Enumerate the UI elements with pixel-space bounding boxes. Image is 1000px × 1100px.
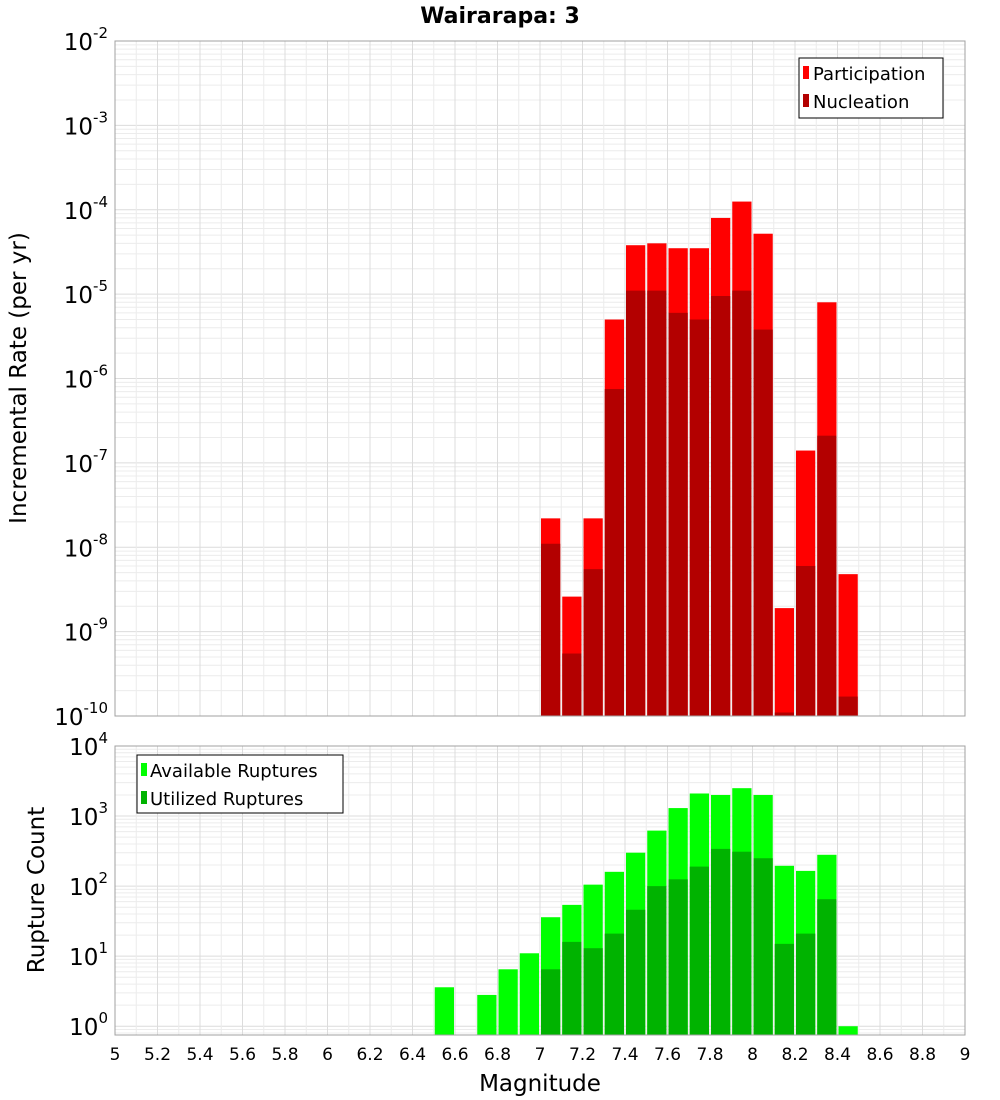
count-bar-s2 [541, 969, 561, 1035]
count-bar-s2 [753, 858, 773, 1035]
rate-bar-s1 [774, 608, 794, 716]
rate-bar-s2 [774, 712, 794, 716]
x-tick-label: 5 [110, 1045, 121, 1065]
rate-bar-s2 [668, 312, 688, 716]
x-ticks: 5 5.2 5.4 5.6 5.8 6 6.2 6.4 6.6 6.8 7 7.2 7.4 7.6 7.8 8… [110, 1045, 971, 1065]
rate-bar-s2 [647, 290, 667, 716]
x-tick-label: 8.4 [824, 1045, 851, 1065]
count-bar-s1 [838, 1026, 858, 1035]
rate-plot-frame [114, 40, 966, 717]
count-bar-s1 [434, 987, 454, 1035]
count-bar-s2 [796, 933, 816, 1035]
x-tick-label: 8.8 [909, 1045, 936, 1065]
available-swatch [141, 763, 147, 776]
rate-ytick-label: 10-5 [64, 277, 108, 309]
x-tick-label: 6.4 [399, 1045, 426, 1065]
rate-bar-s2 [838, 696, 858, 716]
count-bar-s2 [732, 851, 752, 1035]
count-bar-s2 [647, 886, 667, 1035]
count-ytick-label: 100 [69, 1009, 108, 1041]
rate-bar-s2 [562, 653, 582, 716]
count-bar-s2 [711, 848, 731, 1035]
count-bar-s2 [626, 909, 646, 1035]
rate-bar-s2 [583, 569, 603, 716]
count-bar-s1 [519, 953, 539, 1035]
x-tick-label: 6.8 [484, 1045, 511, 1065]
x-tick-label: 5.6 [229, 1045, 256, 1065]
count-bar-s2 [774, 943, 794, 1035]
rate-y-axis-label: Incremental Rate (per yr) [6, 232, 32, 524]
rate-bar-s1 [838, 574, 858, 716]
count-bar-s2 [668, 879, 688, 1035]
rate-ytick-label: 10-10 [54, 699, 108, 731]
rate-ytick-label: 10-9 [64, 615, 108, 647]
rate-y-ticks: 10-2 10-3 10-4 10-5 10-6 10-7 10-8 10-9 10-10 [54, 24, 108, 731]
x-tick-label: 8.2 [781, 1045, 808, 1065]
x-tick-label: 5.2 [144, 1045, 171, 1065]
rate-ytick-label: 10-6 [64, 362, 108, 394]
rate-bar-s2 [732, 290, 752, 716]
count-bar-s2 [583, 948, 603, 1035]
count-ytick-label: 101 [69, 939, 108, 971]
count-legend-box [136, 754, 344, 814]
x-axis-label: Magnitude [479, 1071, 601, 1097]
rate-bar-s2 [541, 543, 561, 716]
count-bar-s1 [498, 969, 518, 1035]
x-tick-label: 7.6 [654, 1045, 681, 1065]
rate-panel: 10-2 10-3 10-4 10-5 10-6 10-7 10-8 10-9 10-10 In… [6, 24, 966, 731]
count-bars [434, 788, 858, 1035]
count-y-ticks: 104 103 102 101 100 [69, 729, 108, 1041]
x-tick-label: 6.2 [356, 1045, 383, 1065]
rate-ytick-label: 10-2 [64, 24, 108, 56]
rate-legend-box [798, 57, 944, 119]
rate-bar-s2 [753, 329, 773, 716]
rate-ytick-label: 10-7 [64, 446, 108, 478]
rate-ytick-label: 10-4 [64, 193, 108, 225]
x-tick-label: 8.6 [866, 1045, 893, 1065]
count-plot-frame [114, 745, 966, 1036]
count-bar-s1 [477, 994, 497, 1035]
rate-ytick-label: 10-3 [64, 108, 108, 140]
rate-bar-s2 [626, 290, 646, 716]
rate-bar-s2 [817, 435, 837, 716]
count-ytick-label: 104 [69, 729, 108, 761]
count-ytick-label: 102 [69, 869, 108, 901]
rate-bar-s2 [604, 389, 624, 716]
participation-legend-label: Participation [813, 64, 925, 85]
rate-bar-s2 [711, 296, 731, 716]
count-legend: Available Ruptures Utilized Ruptures [136, 754, 344, 814]
utilized-swatch [141, 791, 147, 804]
rate-grid [114, 40, 966, 717]
x-tick-label: 9 [960, 1045, 971, 1065]
count-bar-s2 [562, 941, 582, 1035]
participation-swatch [803, 66, 809, 79]
count-ytick-label: 103 [69, 799, 108, 831]
rate-bar-s2 [689, 319, 709, 716]
rate-bars [541, 201, 858, 716]
rate-ytick-label: 10-8 [64, 530, 108, 562]
count-panel: 104 103 102 101 100 Rupture Count Available … [24, 729, 966, 1041]
count-bar-s2 [689, 866, 709, 1035]
count-y-axis-label: Rupture Count [24, 807, 50, 973]
x-tick-label: 6.6 [441, 1045, 468, 1065]
count-bar-s2 [817, 899, 837, 1035]
available-legend-label: Available Ruptures [150, 761, 318, 782]
x-tick-label: 7.8 [696, 1045, 723, 1065]
chart-title: Wairarapa: 3 [420, 4, 580, 29]
rate-bar-s2 [796, 565, 816, 716]
utilized-legend-label: Utilized Ruptures [150, 789, 303, 810]
x-tick-label: 7 [535, 1045, 546, 1065]
x-tick-label: 5.4 [186, 1045, 213, 1065]
x-tick-label: 8 [747, 1045, 758, 1065]
x-tick-label: 6 [322, 1045, 333, 1065]
x-tick-label: 5.8 [271, 1045, 298, 1065]
x-tick-label: 7.2 [569, 1045, 596, 1065]
nucleation-swatch [803, 94, 809, 107]
count-bar-s2 [604, 933, 624, 1035]
rate-legend: Participation Nucleation [798, 57, 944, 119]
nucleation-legend-label: Nucleation [813, 92, 909, 113]
x-tick-label: 7.4 [611, 1045, 638, 1065]
